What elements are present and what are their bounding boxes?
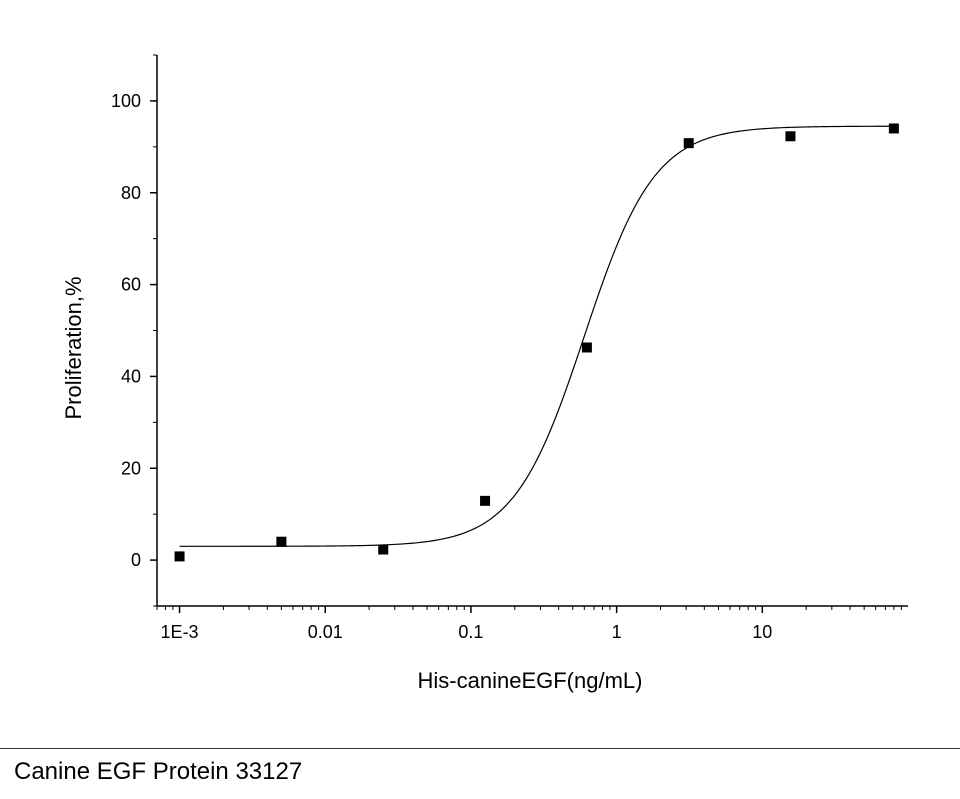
x-tick-label: 1 bbox=[612, 622, 622, 642]
y-tick-label: 80 bbox=[121, 183, 141, 203]
chart: 1E-3 0.01 0.1 1 10 0 20 40 60 80 100 His-canineEG… bbox=[61, 54, 908, 693]
data-point bbox=[174, 551, 185, 562]
x-tick-label: 10 bbox=[752, 622, 772, 642]
data-point bbox=[683, 138, 694, 149]
y-tick-label: 100 bbox=[111, 91, 141, 111]
y-axis-ticks: 0 20 40 60 80 100 bbox=[111, 54, 157, 607]
data-points bbox=[174, 123, 899, 562]
x-axis-ticks: 1E-3 0.01 0.1 1 10 bbox=[156, 606, 902, 642]
y-tick-label: 40 bbox=[121, 366, 141, 386]
data-point bbox=[276, 536, 287, 547]
x-tick-label: 1E-3 bbox=[161, 622, 199, 642]
y-tick-label: 0 bbox=[131, 550, 141, 570]
y-tick-label: 60 bbox=[121, 275, 141, 295]
data-point bbox=[888, 123, 899, 134]
y-axis-label: Proliferation,% bbox=[61, 276, 86, 419]
y-tick-label: 20 bbox=[121, 458, 141, 478]
figure-caption: Canine EGF Protein 33127 bbox=[14, 758, 303, 785]
x-tick-label: 0.1 bbox=[458, 622, 483, 642]
caption-divider bbox=[0, 748, 960, 749]
data-point bbox=[785, 131, 796, 142]
x-axis-label: His-canineEGF(ng/mL) bbox=[418, 668, 643, 693]
data-point bbox=[480, 495, 491, 506]
data-point bbox=[378, 544, 389, 555]
fit-curve bbox=[179, 125, 894, 547]
data-point bbox=[581, 342, 592, 353]
x-tick-label: 0.01 bbox=[308, 622, 343, 642]
